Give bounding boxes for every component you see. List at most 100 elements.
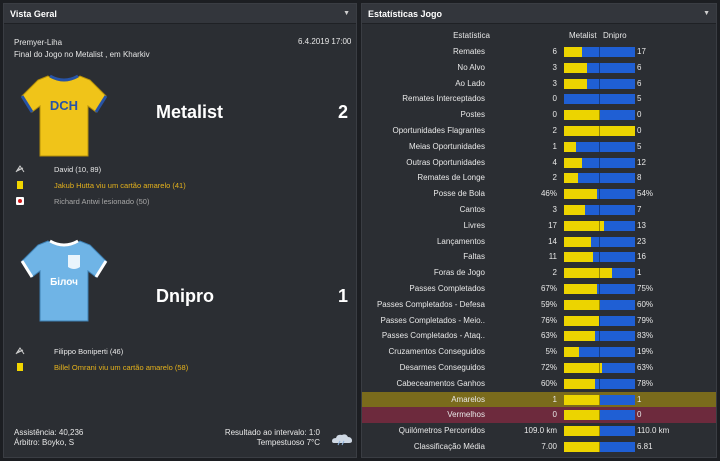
stat-bar-midline <box>599 47 600 57</box>
stat-label: Quilómetros Percorridos <box>398 426 485 436</box>
stats-panel: Estatísticas Jogo ▼ Estatística Metalist… <box>361 3 717 458</box>
chevron-down-icon[interactable]: ▼ <box>343 10 350 17</box>
weather-icon <box>332 434 352 446</box>
stat-row: Meias Oportunidades 1 5 <box>362 139 716 155</box>
stat-home-value: 0 <box>552 410 557 420</box>
stat-bar-midline <box>599 378 600 389</box>
stat-row: Desarmes Conseguidos 72% 63% <box>362 360 716 376</box>
stat-bar <box>564 173 635 184</box>
weather-text: Tempestuoso 7°C <box>256 438 320 447</box>
event-text[interactable]: Richard Antwi lesionado (50) <box>54 196 150 206</box>
stat-row: Lançamentos 14 23 <box>362 234 716 250</box>
stat-bar-midline <box>599 236 600 247</box>
event-text[interactable]: Billel Omrani viu um cartão amarelo (58) <box>54 362 189 372</box>
stat-bar <box>564 347 635 358</box>
stat-row: Remates de Longe 2 8 <box>362 170 716 186</box>
stat-row: Quilómetros Percorridos 109.0 km 110.0 km <box>362 423 716 439</box>
away-event-goal: Filippo Boniperti (46) <box>14 344 123 358</box>
stat-away-value: 5 <box>637 94 642 104</box>
match-info: Premyer-Liha Final do Jogo no Metalist ,… <box>14 37 150 61</box>
match-date: 6.4.2019 17:00 <box>298 37 352 46</box>
stat-bar-midline <box>599 252 600 263</box>
stat-bar <box>564 62 635 73</box>
stat-label: Passes Completados - Meio.. <box>380 315 486 325</box>
stat-bar <box>564 157 635 168</box>
chevron-down-icon[interactable]: ▼ <box>703 10 710 17</box>
col-away-header[interactable]: Dnipro <box>603 31 627 40</box>
referee[interactable]: Árbitro: Boyko, S <box>14 438 75 447</box>
away-kit-icon[interactable]: Білоч <box>20 237 108 323</box>
stat-bar-home-fill <box>564 78 587 89</box>
stat-away-value: 17 <box>637 47 646 56</box>
event-text[interactable]: Jakub Hutta viu um cartão amarelo (41) <box>54 180 186 190</box>
stat-bar-midline <box>599 284 600 294</box>
stat-label: Cabeceamentos Ganhos <box>396 378 486 388</box>
goal-icon <box>14 163 26 175</box>
stat-home-value: 2 <box>552 126 557 135</box>
stat-row: Passes Completados - Defesa 59% 60% <box>362 297 716 313</box>
stat-label: Cantos <box>459 205 485 214</box>
home-event-goal: David (10, 89) <box>14 162 101 176</box>
stat-bar-home-fill <box>564 189 597 200</box>
stat-row: Remates Interceptados 0 5 <box>362 91 716 107</box>
home-kit-icon[interactable]: DCH <box>20 72 108 158</box>
stat-bar-midline <box>599 268 600 279</box>
stat-home-value: 17 <box>548 220 557 230</box>
stat-bar-home-fill <box>564 62 587 73</box>
stat-away-value: 1 <box>637 394 642 404</box>
stat-bar-midline <box>599 363 600 373</box>
stat-row: Outras Oportunidades 4 12 <box>362 155 716 171</box>
stat-home-value: 60% <box>540 378 557 388</box>
stat-bar-midline <box>599 157 600 168</box>
injury-icon <box>14 195 26 207</box>
stat-bar-home-fill <box>564 378 595 389</box>
stat-bar-midline <box>599 394 600 405</box>
stat-away-value: 54% <box>637 189 654 199</box>
stat-label: Faltas <box>463 252 485 262</box>
stat-bar-midline <box>599 442 600 452</box>
stat-row: Cabeceamentos Ganhos 60% 78% <box>362 376 716 392</box>
stat-label: Oportunidades Flagrantes <box>392 126 486 135</box>
stat-row: Remates 6 17 <box>362 44 716 60</box>
home-kit-sponsor: DCH <box>50 98 78 113</box>
match-officials: Assistência: 40,236 Árbitro: Boyko, S <box>14 428 83 448</box>
stat-bar <box>564 268 635 279</box>
yellow-card-icon <box>14 361 26 373</box>
stat-label: Posse de Bola <box>433 189 485 199</box>
stat-row: Faltas 11 16 <box>362 249 716 265</box>
stat-bar-home-fill <box>564 220 604 231</box>
stat-row: Passes Completados - Ataq.. 63% 83% <box>362 328 716 344</box>
attendance: Assistência: 40,236 <box>14 428 84 437</box>
stat-bar-home-fill <box>564 268 612 279</box>
stat-bar-home-fill <box>564 363 602 373</box>
event-text[interactable]: Filippo Boniperti (46) <box>54 346 124 356</box>
event-text[interactable]: David (10, 89) <box>54 164 102 174</box>
stats-column-headers: Estatística Metalist Dnipro <box>362 29 716 43</box>
stat-bar-home-fill <box>564 47 582 57</box>
stat-row: Postes 0 0 <box>362 107 716 123</box>
stat-home-value: 11 <box>548 252 557 262</box>
stat-row: Cantos 3 7 <box>362 202 716 218</box>
stat-bar-midline <box>599 94 600 105</box>
stat-bar <box>564 126 635 136</box>
stat-bar-home-fill <box>564 299 600 310</box>
away-score: 1 <box>338 286 349 306</box>
stat-label: Meias Oportunidades <box>408 141 485 151</box>
stat-away-value: 7 <box>637 205 642 214</box>
stat-home-value: 2 <box>552 268 557 278</box>
away-team-name[interactable]: Dnipro <box>156 286 214 306</box>
stat-bar-midline <box>599 331 600 342</box>
stat-row: No Alvo 3 6 <box>362 60 716 76</box>
stat-home-value: 3 <box>552 62 557 72</box>
col-home-header[interactable]: Metalist <box>569 31 597 40</box>
stat-home-value: 76% <box>540 315 557 325</box>
stat-bar-midline <box>599 126 600 136</box>
stat-row: Passes Completados - Meio.. 76% 79% <box>362 313 716 329</box>
stat-home-value: 67% <box>540 284 557 293</box>
stat-bar-midline <box>599 141 600 152</box>
stat-label: Passes Completados - Ataq.. <box>381 331 485 341</box>
stat-bar-midline <box>599 299 600 310</box>
stat-row: Vermelhos 0 0 <box>362 407 716 424</box>
stat-bar-home-fill <box>564 426 600 437</box>
home-team-name[interactable]: Metalist <box>156 102 224 122</box>
